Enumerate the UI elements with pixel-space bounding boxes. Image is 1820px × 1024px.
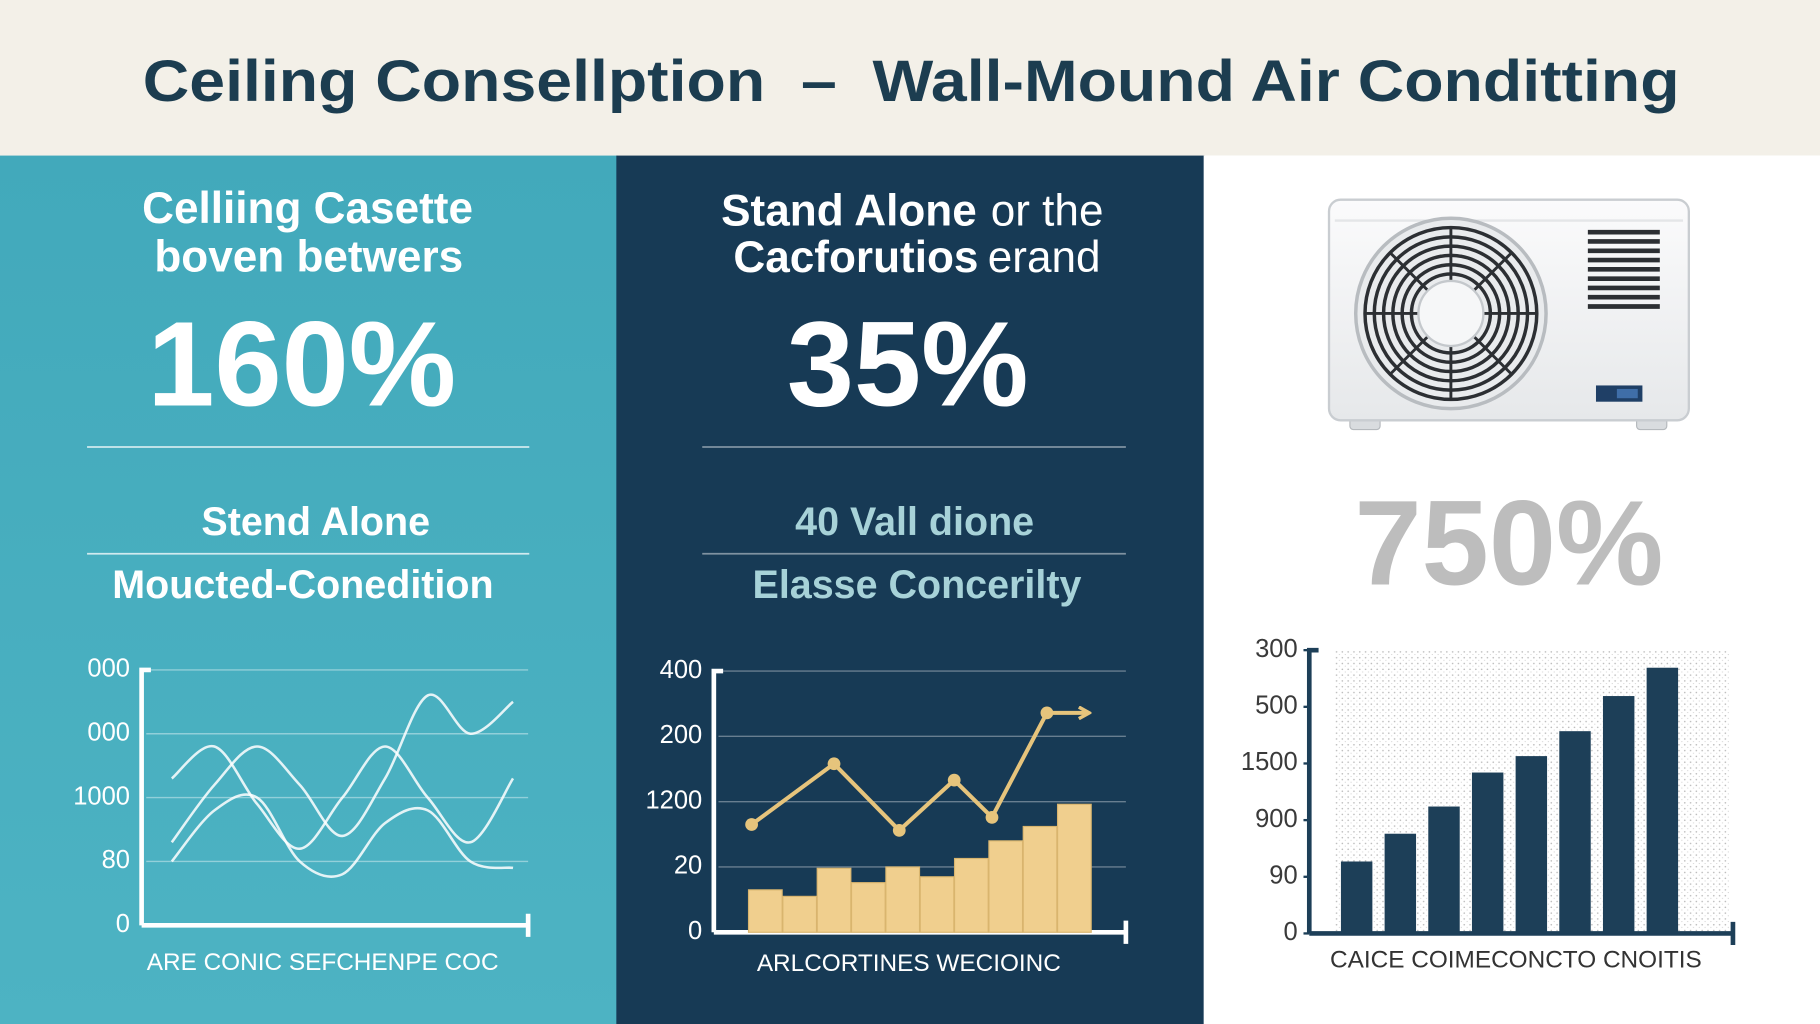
- line-point: [745, 818, 758, 831]
- y-tick-label: 80: [102, 846, 130, 874]
- series-line: [170, 693, 514, 844]
- bar: [1340, 861, 1373, 934]
- y-axis: [139, 667, 151, 926]
- series-line: [170, 793, 514, 878]
- line-point: [827, 757, 841, 771]
- y-tick-label: 20: [674, 852, 702, 880]
- bar: [988, 840, 1024, 933]
- bar: [1056, 803, 1092, 933]
- page-title: Ceiling Consellption – Wall-Mound Air Co…: [143, 49, 1680, 114]
- bar: [850, 882, 886, 933]
- bar: [1602, 696, 1635, 934]
- heading-part: Cacforutios: [733, 233, 978, 282]
- y-tick-label: 0: [116, 910, 130, 938]
- panel-subheading: Stend Alone: [201, 500, 430, 544]
- y-tick-label: 500: [1255, 692, 1298, 720]
- y-tick-label: 200: [660, 721, 703, 749]
- y-tick-label: 1200: [645, 786, 702, 814]
- heading-part: or the: [991, 186, 1104, 235]
- bar: [1384, 833, 1417, 934]
- y-axis: [1306, 647, 1319, 934]
- stat-value: 750%: [1355, 476, 1664, 611]
- panel-bg: [0, 155, 618, 1024]
- bar: [919, 876, 955, 933]
- line-point: [947, 773, 961, 787]
- x-axis-label: ARE CONIC SEFCHENPE COC: [147, 949, 499, 976]
- heading-part: Stand Alone: [721, 186, 977, 235]
- y-tick-label: 0: [1283, 918, 1297, 946]
- panel-subheading: Moucted-Conedition: [112, 563, 493, 607]
- panel-heading: Celliing Casette: [142, 184, 473, 233]
- y-tick-label: 1500: [1241, 748, 1298, 776]
- bar: [816, 867, 852, 933]
- bar: [1471, 772, 1504, 934]
- bar: [1022, 825, 1058, 933]
- stat-value: 35%: [787, 297, 1029, 432]
- panel-heading: Stand Alone or the: [721, 186, 1103, 235]
- bar: [782, 895, 818, 933]
- header-bg: [0, 0, 1820, 156]
- line-point: [985, 810, 999, 824]
- y-tick-label: 000: [87, 718, 130, 746]
- y-tick-label: 0: [688, 917, 702, 945]
- y-tick-label: 900: [1255, 805, 1298, 833]
- panel-heading: boven betwers: [154, 233, 463, 282]
- y-tick-label: 1000: [73, 782, 130, 810]
- x-axis-label: CAICE COIMECONCTO CNOITIS: [1330, 947, 1702, 974]
- line-point: [892, 824, 906, 837]
- y-tick-label: 400: [660, 656, 703, 684]
- y-axis: [711, 668, 724, 933]
- x-axis-label: ARLCORTINES WECIOINC: [757, 950, 1061, 977]
- bar: [1428, 806, 1460, 934]
- panel-heading: Cacforutios erand: [733, 233, 1100, 282]
- stat-value: 160%: [147, 297, 456, 432]
- ac-unit-illustration: [1327, 198, 1691, 431]
- bar: [953, 857, 989, 933]
- y-tick-label: 90: [1269, 862, 1297, 890]
- y-tick-label: 000: [87, 655, 130, 683]
- panel-subheading: 40 Vall dione: [795, 500, 1034, 544]
- panel-subheading: Elasse Concerilty: [753, 563, 1082, 607]
- bar: [1515, 756, 1548, 934]
- bar: [1559, 731, 1591, 934]
- x-axis: [141, 913, 531, 937]
- bar: [747, 889, 783, 933]
- series-line: [170, 745, 515, 850]
- bar: [1646, 667, 1679, 934]
- y-tick-label: 300: [1255, 635, 1298, 663]
- bar: [885, 866, 921, 933]
- line-point: [1040, 706, 1054, 720]
- heading-part: erand: [988, 233, 1101, 282]
